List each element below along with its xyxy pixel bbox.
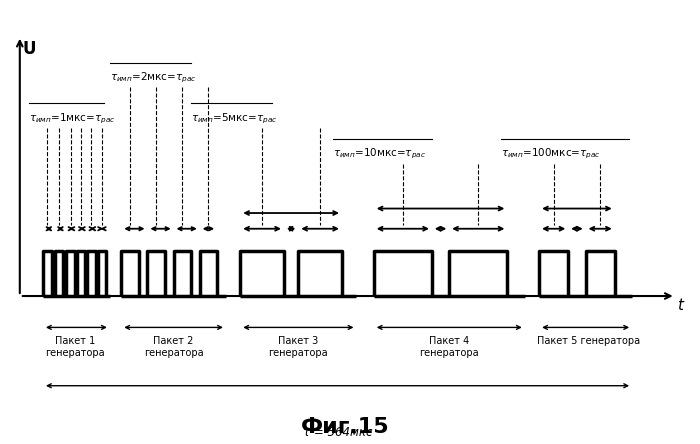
Text: $\tau_{\mathit{имп}}$=10мкс=$\tau_{\mathit{рас}}$: $\tau_{\mathit{имп}}$=10мкс=$\tau_{\math… — [333, 147, 426, 162]
Text: Пакет 1
генератора: Пакет 1 генератора — [45, 337, 105, 358]
Text: Пакет 2
генератора: Пакет 2 генератора — [144, 337, 204, 358]
Text: Пакет 4
генератора: Пакет 4 генератора — [419, 337, 479, 358]
Text: Пакет 5 генератора: Пакет 5 генератора — [537, 337, 640, 346]
Text: $\tau_{\mathit{имп}}$=5мкс=$\tau_{\mathit{рас}}$: $\tau_{\mathit{имп}}$=5мкс=$\tau_{\mathi… — [191, 111, 277, 126]
Text: Пакет 3
генератора: Пакет 3 генератора — [269, 337, 328, 358]
Text: Фиг.15: Фиг.15 — [300, 417, 389, 437]
Text: $\tau_{\mathit{имп}}$=100мкс=$\tau_{\mathit{рас}}$: $\tau_{\mathit{имп}}$=100мкс=$\tau_{\mat… — [501, 147, 601, 162]
Text: $\tau_{\mathit{имп}}$=1мкс=$\tau_{\mathit{рас}}$: $\tau_{\mathit{имп}}$=1мкс=$\tau_{\mathi… — [29, 111, 115, 126]
Text: τ = 564мкс: τ = 564мкс — [303, 426, 372, 439]
Text: t: t — [678, 298, 683, 313]
Text: U: U — [22, 40, 36, 58]
Text: $\tau_{\mathit{имп}}$=2мкс=$\tau_{\mathit{рас}}$: $\tau_{\mathit{имп}}$=2мкс=$\tau_{\mathi… — [110, 71, 196, 85]
